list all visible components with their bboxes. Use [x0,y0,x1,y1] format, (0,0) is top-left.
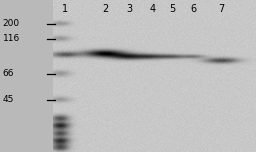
Text: 7: 7 [218,4,225,14]
Text: 116: 116 [3,34,20,43]
Text: 6: 6 [190,4,196,14]
Text: 5: 5 [170,4,176,14]
Text: 4: 4 [149,4,155,14]
Text: 1: 1 [62,4,68,14]
Text: 3: 3 [126,4,132,14]
Text: 45: 45 [3,95,14,104]
Text: 66: 66 [3,69,14,78]
Text: 2: 2 [102,4,108,14]
Text: 200: 200 [3,19,20,28]
